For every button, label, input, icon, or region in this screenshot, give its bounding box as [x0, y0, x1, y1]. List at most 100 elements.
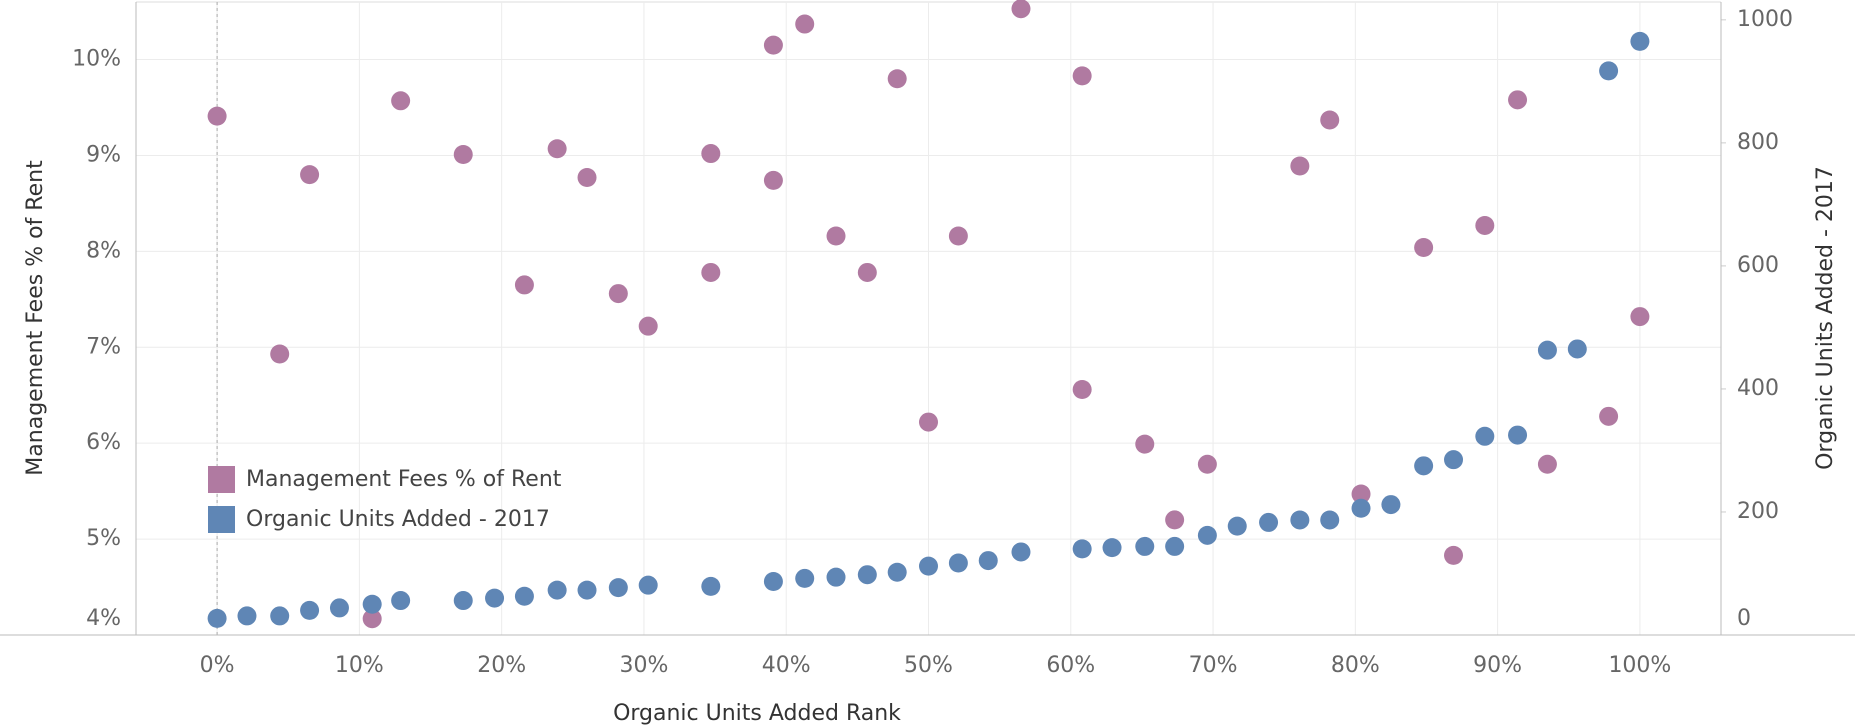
data-point — [1102, 538, 1122, 558]
y-tick-label: 9% — [86, 142, 121, 167]
data-point — [1630, 307, 1650, 327]
x-tick-label: 100% — [1608, 653, 1671, 678]
data-point — [391, 91, 411, 111]
data-point — [362, 609, 382, 629]
data-point — [826, 226, 846, 246]
data-point — [1197, 454, 1217, 474]
y-tick-label: 7% — [86, 334, 121, 359]
x-tick-label: 50% — [904, 653, 953, 678]
data-point — [919, 556, 938, 576]
data-point — [1351, 484, 1371, 504]
data-point — [608, 284, 628, 304]
data-point — [1259, 512, 1279, 532]
data-point — [1135, 536, 1155, 556]
data-point — [608, 578, 628, 598]
data-point — [1630, 31, 1650, 51]
data-point — [857, 262, 877, 282]
data-point — [547, 580, 567, 600]
x-tick-label: 20% — [477, 653, 526, 678]
data-point — [1475, 215, 1495, 235]
data-point — [1320, 110, 1340, 130]
data-point — [1508, 425, 1528, 445]
data-point — [300, 165, 320, 185]
data-point — [514, 586, 534, 606]
legend-swatch — [208, 506, 235, 533]
data-point — [1320, 510, 1340, 530]
data-point — [391, 591, 411, 611]
y2-tick-label: 800 — [1737, 130, 1779, 155]
data-point — [701, 144, 721, 164]
data-point — [763, 170, 783, 190]
data-point — [1135, 434, 1155, 454]
legend-label: Organic Units Added - 2017 — [246, 507, 550, 532]
data-point — [1537, 454, 1557, 474]
data-point — [1072, 539, 1092, 559]
data-point — [948, 226, 968, 246]
data-point — [887, 562, 907, 582]
y-axis-title: Management Fees % of Rent — [23, 160, 48, 476]
data-point — [1072, 66, 1092, 86]
data-point — [577, 168, 597, 188]
data-point — [300, 600, 320, 620]
x-tick-label: 0% — [200, 653, 235, 678]
data-point — [1197, 525, 1217, 545]
x-tick-label: 80% — [1331, 653, 1380, 678]
data-point — [453, 144, 473, 164]
data-point — [1165, 510, 1185, 530]
data-point — [638, 316, 658, 336]
y2-tick-label: 0 — [1737, 606, 1751, 631]
data-point — [207, 608, 227, 628]
data-point — [763, 571, 783, 591]
data-point — [795, 14, 815, 34]
data-point — [1227, 516, 1247, 536]
data-point — [1351, 498, 1371, 518]
data-point — [857, 565, 877, 585]
data-point — [978, 551, 998, 571]
x-tick-label: 70% — [1189, 653, 1238, 678]
data-point — [514, 275, 534, 295]
data-point — [453, 591, 473, 611]
x-tick-label: 40% — [762, 653, 811, 678]
data-point — [1599, 406, 1619, 426]
data-point — [329, 598, 349, 618]
data-point — [638, 575, 658, 595]
x-tick-label: 90% — [1473, 653, 1522, 678]
data-point — [1290, 510, 1310, 530]
x-tick-label: 60% — [1046, 653, 1095, 678]
data-point — [1537, 340, 1557, 360]
y2-tick-label: 400 — [1737, 376, 1779, 401]
x-axis-title: Organic Units Added Rank — [613, 701, 901, 726]
y2-tick-label: 600 — [1737, 253, 1779, 278]
y2-tick-label: 200 — [1737, 499, 1779, 524]
data-point — [948, 553, 968, 573]
y-tick-label: 6% — [86, 430, 121, 455]
data-point — [1599, 61, 1619, 81]
data-point — [1165, 536, 1185, 556]
data-point — [1444, 545, 1464, 565]
data-point — [826, 567, 846, 587]
legend-label: Management Fees % of Rent — [246, 467, 562, 492]
data-point — [1381, 495, 1401, 515]
data-point — [547, 139, 567, 159]
data-point — [1444, 450, 1464, 470]
data-point — [1011, 0, 1031, 19]
y-tick-label: 8% — [86, 238, 121, 263]
x-tick-label: 10% — [335, 653, 384, 678]
y2-tick-label: 1000 — [1737, 7, 1793, 32]
data-point — [485, 588, 505, 608]
y-tick-label: 5% — [86, 526, 121, 551]
y-tick-label: 10% — [72, 47, 121, 72]
data-point — [577, 580, 597, 600]
data-point — [1414, 238, 1434, 258]
data-point — [1508, 90, 1528, 110]
data-point — [701, 262, 721, 282]
data-point — [237, 606, 257, 626]
data-point — [763, 35, 783, 55]
data-point — [270, 344, 290, 364]
data-point — [1475, 426, 1495, 446]
data-point — [1414, 456, 1434, 476]
data-point — [701, 576, 721, 596]
data-point — [270, 606, 290, 626]
data-point — [1072, 379, 1092, 399]
